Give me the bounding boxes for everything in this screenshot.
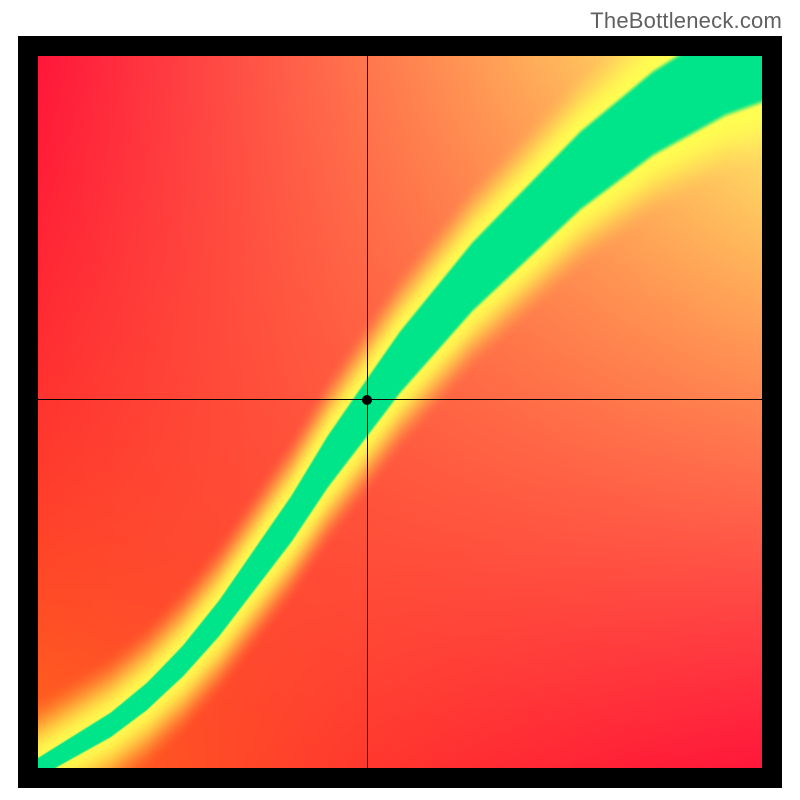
watermark-text: TheBottleneck.com [590,8,782,34]
heatmap-canvas [38,56,762,768]
crosshair-horizontal [38,399,762,400]
crosshair-vertical [367,56,368,768]
heatmap-plot [38,56,762,768]
